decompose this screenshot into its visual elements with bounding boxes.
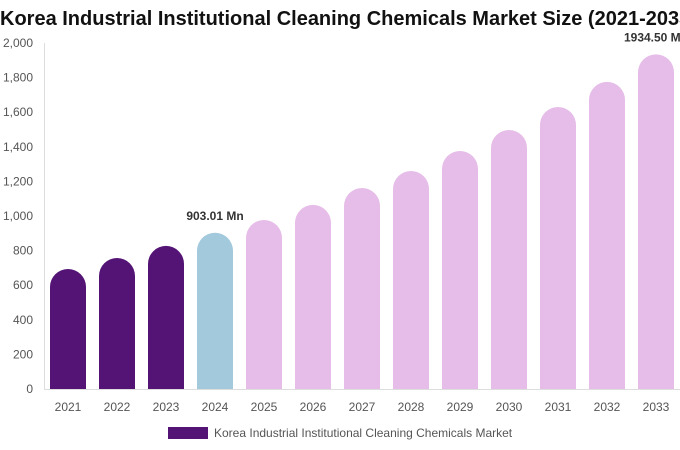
bar-2031	[540, 107, 576, 389]
x-tick-label: 2026	[300, 400, 327, 414]
x-tick-label: 2027	[349, 400, 376, 414]
data-label: 1934.50 Mn	[624, 30, 680, 44]
y-tick-label: 200	[13, 347, 33, 361]
y-tick-label: 1,200	[3, 174, 33, 188]
legend: Korea Industrial Institutional Cleaning …	[168, 426, 512, 440]
bar-2021	[50, 268, 86, 389]
y-tick-label: 800	[13, 244, 33, 258]
y-tick-label: 2,000	[3, 36, 33, 50]
bar-2025	[246, 219, 282, 389]
chart-title: Korea Industrial Institutional Cleaning …	[0, 8, 680, 30]
x-tick-label: 2031	[545, 400, 572, 414]
bar-2024	[197, 232, 233, 389]
x-tick-label: 2033	[643, 400, 670, 414]
legend-swatch	[168, 427, 208, 439]
y-tick-label: 1,000	[3, 209, 33, 223]
y-tick-label: 1,800	[3, 71, 33, 85]
data-label: 903.01 Mn	[186, 209, 243, 223]
x-tick-label: 2021	[55, 400, 82, 414]
x-tick-label: 2030	[496, 400, 523, 414]
bar-2033	[638, 54, 674, 390]
bar-2030	[491, 130, 527, 389]
bar-2027	[344, 187, 380, 389]
bar-2026	[295, 204, 331, 389]
bar-2028	[393, 171, 429, 389]
x-tick-label: 2022	[104, 400, 131, 414]
bar-2023	[148, 245, 184, 389]
y-tick-label: 1,400	[3, 140, 33, 154]
x-tick-label: 2029	[447, 400, 474, 414]
y-tick-label: 1,600	[3, 105, 33, 119]
y-tick-label: 0	[26, 382, 33, 396]
y-tick-label: 600	[13, 278, 33, 292]
x-tick-label: 2025	[251, 400, 278, 414]
x-tick-label: 2028	[398, 400, 425, 414]
bar-2029	[442, 150, 478, 389]
x-tick-label: 2024	[202, 400, 229, 414]
bar-2032	[589, 81, 625, 390]
bar-2022	[99, 258, 135, 389]
y-tick-label: 400	[13, 313, 33, 327]
x-tick-label: 2032	[594, 400, 621, 414]
legend-label: Korea Industrial Institutional Cleaning …	[214, 426, 513, 440]
x-tick-label: 2023	[153, 400, 180, 414]
